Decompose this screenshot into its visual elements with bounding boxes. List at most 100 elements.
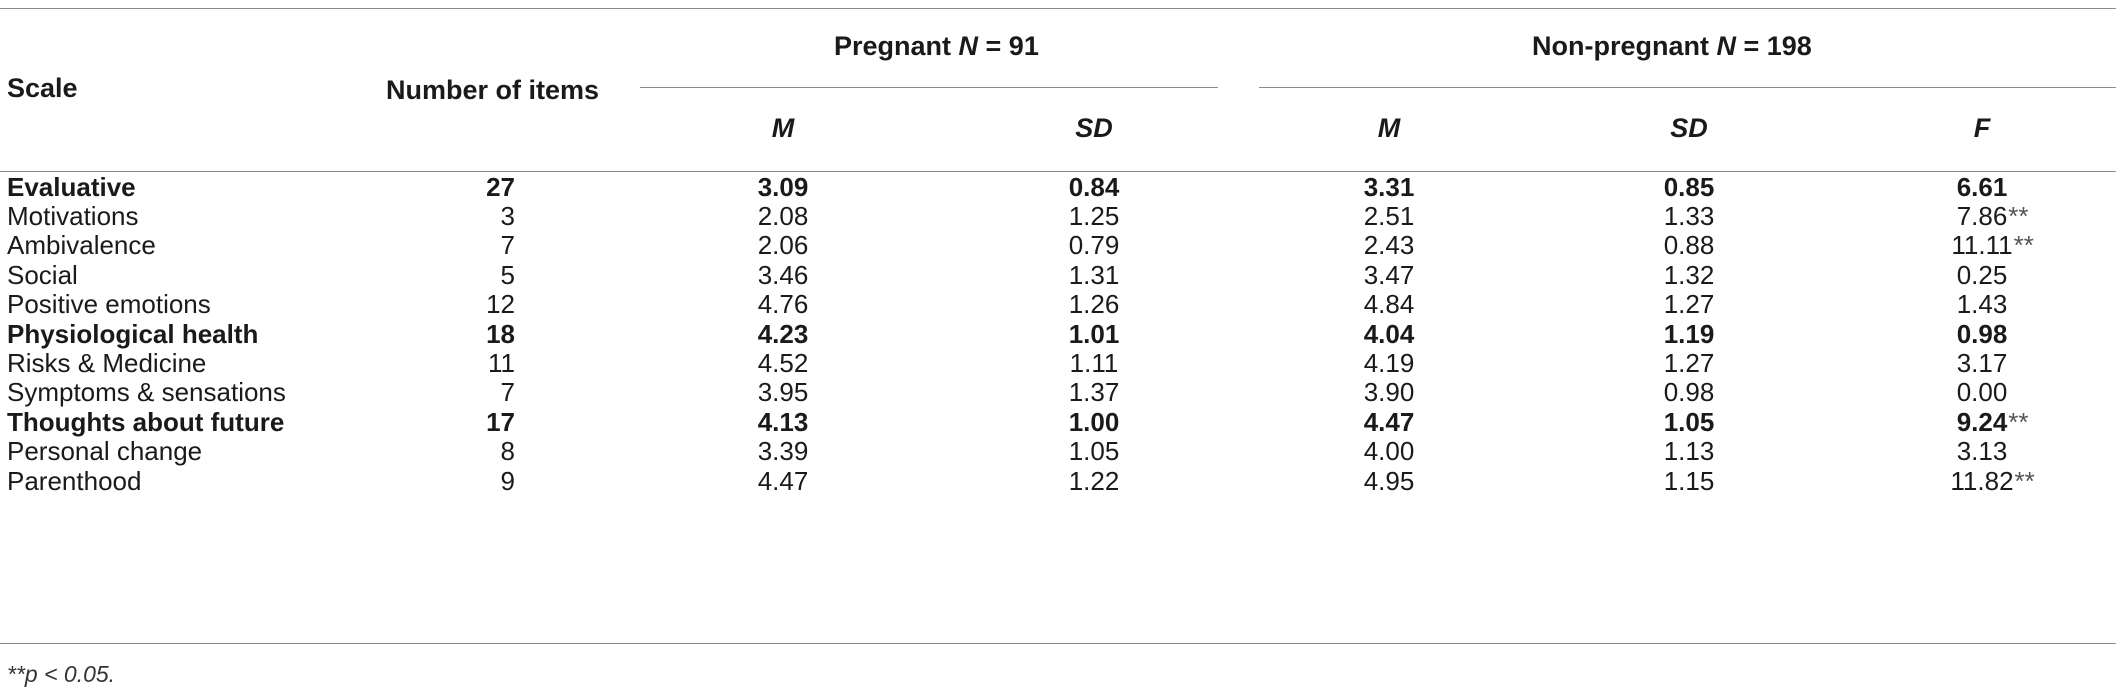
number-of-items-cell: 5 — [500, 259, 515, 290]
table-row: Risks & Medicine 11 4.52 1.11 4.19 1.27 3.17 — [0, 344, 2116, 383]
f-value: 0.25 — [1956, 259, 2008, 290]
pregnant-sd-cell: 1.31 — [1068, 259, 1120, 290]
column-header-pregnant-sd: SD — [1075, 113, 1113, 143]
scale-cell: Positive emotions — [7, 289, 211, 320]
f-cell: 11.11** — [1951, 226, 2033, 265]
non-pregnant-sd-cell: 1.13 — [1663, 436, 1715, 467]
table-row: Evaluative 27 3.09 0.84 3.31 0.85 6.61 — [0, 168, 2116, 207]
column-header-non-pregnant-m: M — [1377, 113, 1401, 143]
pregnant-sd-cell: 1.01 — [1068, 318, 1120, 349]
f-cell: 9.24** — [1957, 403, 2029, 442]
pregnant-span-rule — [640, 87, 1218, 88]
non-pregnant-m-cell: 3.31 — [1363, 171, 1415, 202]
column-header-scale: Scale — [7, 73, 78, 103]
f-cell: 11.82** — [1950, 462, 2034, 501]
pregnant-m-cell: 3.46 — [757, 259, 809, 290]
f-value: 3.13 — [1956, 436, 2008, 467]
non-pregnant-sd-cell: 1.27 — [1663, 289, 1715, 320]
non-pregnant-sd-cell: 1.27 — [1663, 347, 1715, 378]
pregnant-m-cell: 4.47 — [757, 465, 809, 496]
pregnant-sd-cell: 1.22 — [1068, 465, 1120, 496]
pregnant-m-cell: 3.09 — [757, 171, 809, 202]
non-pregnant-sd-cell: 1.33 — [1663, 200, 1715, 231]
f-value: 9.24 — [1956, 406, 2008, 437]
scale-cell: Personal change — [7, 436, 203, 467]
group-n-symbol-pregnant: N — [958, 31, 979, 61]
table-row: Thoughts about future 17 4.13 1.00 4.47 1.05 9… — [0, 403, 2116, 442]
pregnant-sd-cell: 1.37 — [1068, 377, 1120, 408]
f-cell: 3.17 — [1957, 344, 2009, 383]
pregnant-m-cell: 4.52 — [757, 347, 809, 378]
f-cell: 0.00 — [1957, 373, 2009, 412]
f-value: 6.61 — [1956, 171, 2008, 202]
group-label-non-pregnant: Non-pregnant — [1532, 31, 1717, 61]
table-row: Parenthood 9 4.47 1.22 4.95 1.15 11.82** — [0, 462, 2116, 501]
scale-cell: Parenthood — [7, 465, 142, 496]
scale-cell: Ambivalence — [7, 230, 156, 261]
pregnant-sd-cell: 0.84 — [1068, 171, 1120, 202]
significance-marker: ** — [2013, 230, 2034, 261]
pregnant-m-cell: 4.23 — [757, 318, 809, 349]
non-pregnant-sd-cell: 0.88 — [1663, 230, 1715, 261]
f-cell: 1.43 — [1957, 285, 2009, 324]
pregnant-m-cell: 2.06 — [757, 230, 809, 261]
table-footnote: **p < 0.05. — [7, 661, 116, 687]
scale-cell: Symptoms & sensations — [7, 377, 286, 408]
pregnant-m-cell: 3.95 — [757, 377, 809, 408]
f-cell: 3.13 — [1957, 432, 2009, 471]
pregnant-sd-cell: 1.00 — [1068, 406, 1120, 437]
group-n-symbol-non-pregnant: N — [1716, 31, 1736, 61]
scale-cell: Social — [7, 259, 78, 290]
f-value: 3.17 — [1956, 347, 2008, 378]
table-row: Motivations 3 2.08 1.25 2.51 1.33 7.86** — [0, 197, 2116, 236]
table-bottom-rule — [0, 643, 2116, 644]
number-of-items-cell: 7 — [500, 377, 515, 408]
scale-cell: Physiological health — [7, 318, 259, 349]
non-pregnant-m-cell: 4.47 — [1363, 406, 1415, 437]
number-of-items-cell: 9 — [500, 465, 515, 496]
table-row: Symptoms & sensations 7 3.95 1.37 3.90 0.98 0.… — [0, 373, 2116, 412]
column-header-number-of-items: Number of items — [386, 75, 600, 105]
number-of-items-cell: 17 — [486, 406, 515, 437]
number-of-items-cell: 12 — [486, 289, 515, 320]
group-n-value-pregnant: = 91 — [978, 31, 1039, 61]
column-header-pregnant-m: M — [771, 113, 795, 143]
column-header-non-pregnant-sd: SD — [1670, 113, 1708, 143]
f-value: 11.11 — [1951, 230, 2013, 261]
non-pregnant-sd-cell: 1.15 — [1663, 465, 1715, 496]
scale-cell: Risks & Medicine — [7, 347, 207, 378]
non-pregnant-m-cell: 4.00 — [1363, 436, 1415, 467]
f-value: 11.82 — [1950, 465, 2014, 496]
scale-cell: Thoughts about future — [7, 406, 285, 437]
number-of-items-cell: 3 — [500, 200, 515, 231]
group-header-pregnant: Pregnant N = 91 — [834, 30, 1039, 62]
non-pregnant-m-cell: 4.84 — [1363, 289, 1415, 320]
pregnant-sd-cell: 1.05 — [1068, 436, 1120, 467]
non-pregnant-span-rule — [1259, 87, 2116, 88]
non-pregnant-sd-cell: 0.85 — [1663, 171, 1715, 202]
group-header-non-pregnant: Non-pregnant N = 198 — [1532, 30, 1812, 62]
table-row: Social 5 3.46 1.31 3.47 1.32 0.25 — [0, 256, 2116, 295]
f-cell: 0.98 — [1957, 315, 2009, 354]
table-row: Physiological health 18 4.23 1.01 4.04 1.19 0.… — [0, 315, 2116, 354]
non-pregnant-m-cell: 2.43 — [1363, 230, 1415, 261]
f-value: 7.86 — [1956, 200, 2008, 231]
group-label-pregnant: Pregnant — [834, 31, 959, 61]
number-of-items-cell: 8 — [500, 436, 515, 467]
pregnant-m-cell: 2.08 — [757, 200, 809, 231]
number-of-items-cell: 11 — [488, 347, 515, 378]
significance-marker: ** — [2008, 200, 2029, 231]
scale-cell: Evaluative — [7, 171, 136, 202]
number-of-items-cell: 7 — [500, 230, 515, 261]
pregnant-m-cell: 3.39 — [757, 436, 809, 467]
pregnant-sd-cell: 0.79 — [1068, 230, 1120, 261]
number-of-items-cell: 27 — [486, 171, 515, 202]
pregnant-sd-cell: 1.25 — [1068, 200, 1120, 231]
scale-cell: Motivations — [7, 200, 139, 231]
group-n-value-non-pregnant: = 198 — [1735, 31, 1812, 61]
table-header-rule — [0, 171, 2116, 172]
number-of-items-cell: 18 — [486, 318, 515, 349]
f-value: 0.00 — [1956, 377, 2008, 408]
f-cell: 7.86** — [1957, 197, 2029, 236]
significance-marker: ** — [2014, 465, 2035, 496]
